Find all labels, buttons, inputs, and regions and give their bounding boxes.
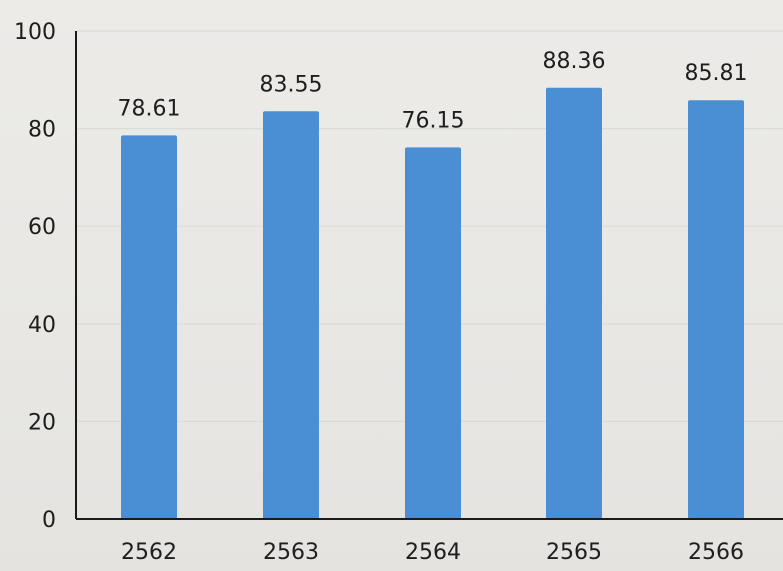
data-label: 83.55: [260, 72, 323, 97]
y-tick-label: 40: [28, 313, 56, 338]
x-tick-label: 2564: [405, 540, 461, 565]
x-tick-label: 2565: [546, 540, 602, 565]
bar: [688, 100, 744, 520]
data-labels: 78.61 83.55 76.15 88.36 85.81: [118, 49, 748, 134]
x-tick-label: 2562: [121, 540, 177, 565]
bars: [121, 87, 744, 520]
bar: [121, 135, 177, 520]
data-label: 78.61: [118, 96, 181, 121]
axes: [75, 31, 783, 520]
y-tick-label: 0: [42, 508, 56, 533]
data-label: 88.36: [543, 49, 606, 74]
y-tick-label: 100: [14, 20, 56, 45]
y-tick-label: 60: [28, 215, 56, 240]
x-tick-label: 2566: [688, 540, 744, 565]
bar: [263, 111, 319, 519]
x-tick-labels: 2562 2563 2564 2565 2566: [121, 540, 744, 565]
data-label: 85.81: [685, 61, 748, 86]
data-label: 76.15: [402, 108, 465, 133]
x-tick-label: 2563: [263, 540, 319, 565]
y-tick-labels: 0 20 40 60 80 100: [14, 20, 56, 533]
bar: [546, 87, 602, 520]
bar: [405, 147, 461, 519]
y-tick-label: 20: [28, 410, 56, 435]
y-tick-label: 80: [28, 118, 56, 143]
